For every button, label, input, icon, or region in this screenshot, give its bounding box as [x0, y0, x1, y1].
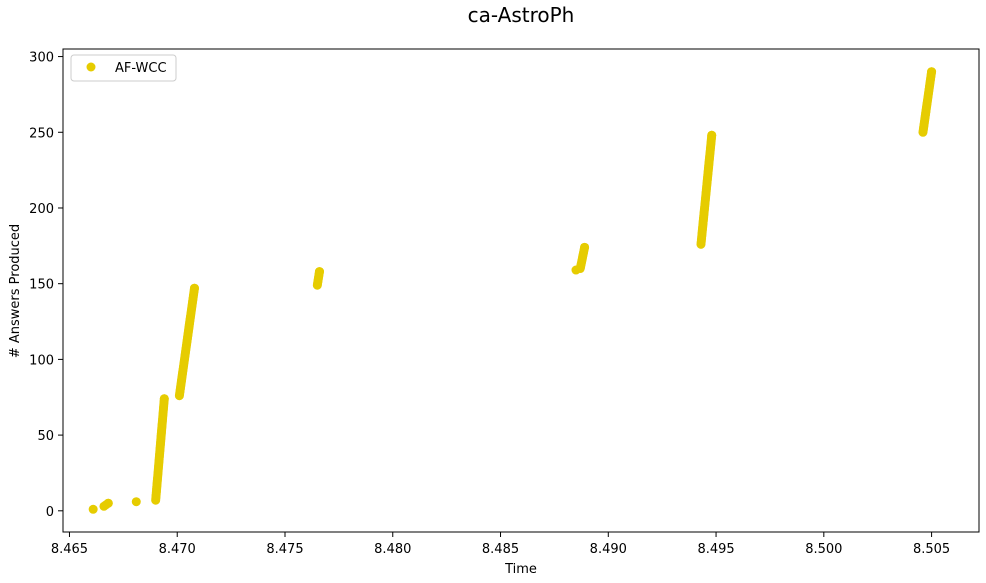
x-axis: 8.465 8.470 8.475 8.480 8.485 8.490 8.495 8.500…	[51, 532, 950, 557]
x-tick-label: 8.495	[697, 542, 734, 557]
y-axis-label: # Answers Produced	[8, 224, 23, 358]
plot-frame	[62, 48, 980, 533]
data-point	[580, 242, 590, 252]
x-tick-label: 8.490	[590, 542, 627, 557]
x-tick-label: 8.505	[913, 542, 950, 557]
y-tick-label: 300	[29, 51, 54, 66]
x-tick-label: 8.485	[482, 542, 519, 557]
x-axis-label: Time	[504, 562, 537, 577]
legend-box	[70, 54, 177, 82]
y-tick-label: 150	[29, 278, 54, 293]
chart-title: ca-AstroPh	[468, 3, 575, 27]
y-tick-label: 100	[29, 353, 54, 368]
x-tick-label: 8.475	[266, 542, 303, 557]
x-tick-label: 8.470	[159, 542, 196, 557]
y-axis: 0 50 100 150 200 250 300	[29, 51, 63, 520]
y-tick-label: 250	[29, 126, 54, 141]
x-tick-label: 8.500	[805, 542, 842, 557]
data-point	[159, 394, 169, 404]
x-tick-label: 8.480	[374, 542, 411, 557]
data-point	[103, 498, 113, 508]
y-tick-label: 50	[37, 429, 54, 444]
legend-marker	[86, 62, 96, 72]
data-point	[927, 67, 937, 77]
x-tick-label: 8.465	[51, 542, 88, 557]
legend: AF-WCC	[70, 54, 177, 82]
legend-label-af-wcc: AF-WCC	[115, 61, 167, 76]
data-point	[314, 267, 324, 277]
data-point	[707, 130, 717, 140]
data-point	[189, 283, 199, 293]
y-tick-label: 0	[46, 505, 54, 520]
data-point	[88, 504, 98, 514]
y-tick-label: 200	[29, 202, 54, 217]
data-point	[131, 497, 141, 507]
plot-area	[88, 67, 937, 514]
